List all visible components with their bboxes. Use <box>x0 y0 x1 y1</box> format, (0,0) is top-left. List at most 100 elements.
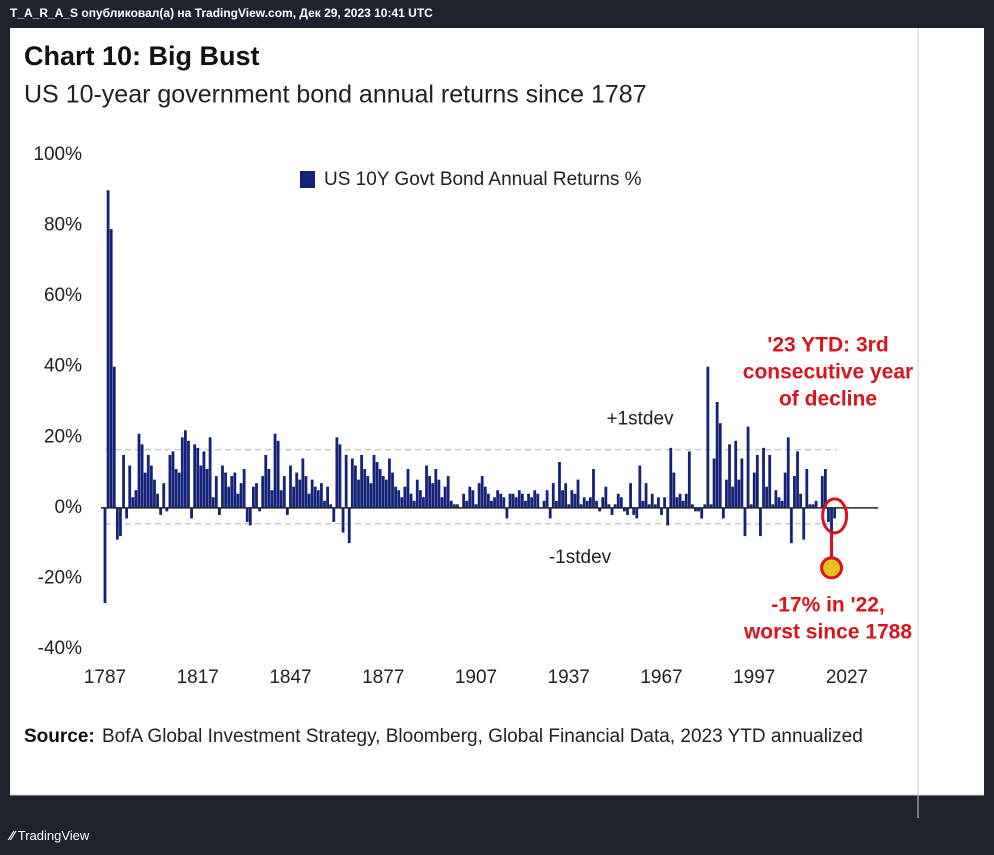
bar <box>289 465 292 508</box>
bar <box>153 479 156 508</box>
bar <box>768 454 772 508</box>
bar <box>415 479 419 508</box>
bar <box>261 476 265 508</box>
bar <box>412 500 416 508</box>
bar <box>684 493 688 508</box>
bar <box>456 504 459 508</box>
bar <box>524 500 527 508</box>
bar <box>700 507 704 519</box>
bar <box>610 507 614 515</box>
bar <box>823 469 827 508</box>
bar <box>632 507 636 515</box>
bar <box>678 493 682 508</box>
bar <box>168 454 172 508</box>
bar <box>644 483 648 508</box>
bar <box>755 454 759 508</box>
bar <box>366 476 370 508</box>
bar <box>666 507 670 526</box>
bar <box>304 476 308 508</box>
bar <box>326 486 329 508</box>
bar <box>681 500 685 508</box>
bar <box>474 504 478 508</box>
bar <box>511 493 515 508</box>
bar <box>357 479 360 508</box>
annotation: '23 YTD: 3rd <box>767 334 888 357</box>
bar <box>592 469 595 508</box>
bar <box>375 461 379 508</box>
annotation: consecutive year <box>743 361 913 384</box>
bar <box>706 366 710 508</box>
bar <box>687 451 691 508</box>
bar <box>669 447 673 508</box>
bar <box>517 490 521 508</box>
bar <box>313 486 317 508</box>
annotation: worst since 1788 <box>743 621 912 644</box>
bar <box>335 437 339 508</box>
x-tick-label: 1967 <box>640 667 682 688</box>
x-tick-label: 1997 <box>733 667 775 688</box>
bar <box>292 486 295 508</box>
bar <box>598 507 602 512</box>
bar <box>214 476 218 508</box>
bar <box>595 500 598 508</box>
bar <box>208 437 212 508</box>
bar <box>388 458 391 508</box>
bar <box>394 486 398 508</box>
bar <box>227 486 231 508</box>
bar <box>650 493 654 508</box>
panel <box>10 28 984 795</box>
bar <box>202 451 206 508</box>
bar <box>146 454 150 508</box>
bar <box>567 504 571 508</box>
bar <box>295 472 299 508</box>
bar <box>462 493 466 508</box>
bar <box>737 479 741 508</box>
bar <box>759 507 762 537</box>
bar <box>647 504 651 508</box>
bar <box>425 465 428 508</box>
bar <box>527 493 530 508</box>
bar <box>477 483 481 508</box>
bar <box>789 507 793 544</box>
chart-title: Chart 10: Big Bust <box>24 41 260 71</box>
bar <box>786 437 790 508</box>
bar <box>400 497 404 508</box>
bar <box>332 507 336 522</box>
bar <box>329 504 333 508</box>
chart-subtitle: US 10-year government bond annual return… <box>24 81 647 109</box>
legend-swatch <box>300 171 315 188</box>
bar <box>833 507 837 519</box>
bar <box>140 444 144 508</box>
bar <box>434 469 438 508</box>
bar <box>224 472 227 508</box>
bar <box>193 444 197 508</box>
bar <box>709 504 713 508</box>
bar <box>777 497 781 508</box>
bar <box>811 504 815 508</box>
bar <box>533 490 537 508</box>
bar <box>409 493 413 508</box>
bar <box>159 507 163 515</box>
bar <box>576 479 580 508</box>
bar <box>174 469 178 508</box>
bar <box>619 497 623 508</box>
bar <box>301 458 305 508</box>
bar <box>128 465 132 508</box>
bar <box>381 476 385 508</box>
bar <box>384 479 388 508</box>
bar <box>171 451 175 508</box>
bar <box>338 444 342 508</box>
bar <box>431 483 435 508</box>
bar <box>109 229 113 508</box>
x-tick-label: 1787 <box>84 667 126 688</box>
bar <box>344 454 348 508</box>
bar <box>196 447 200 508</box>
bar <box>437 479 441 508</box>
bar <box>734 440 738 508</box>
bar <box>607 504 611 508</box>
bar <box>199 465 203 508</box>
bar <box>264 454 268 508</box>
bar <box>585 500 589 508</box>
bar <box>814 500 818 508</box>
bar <box>771 504 775 508</box>
